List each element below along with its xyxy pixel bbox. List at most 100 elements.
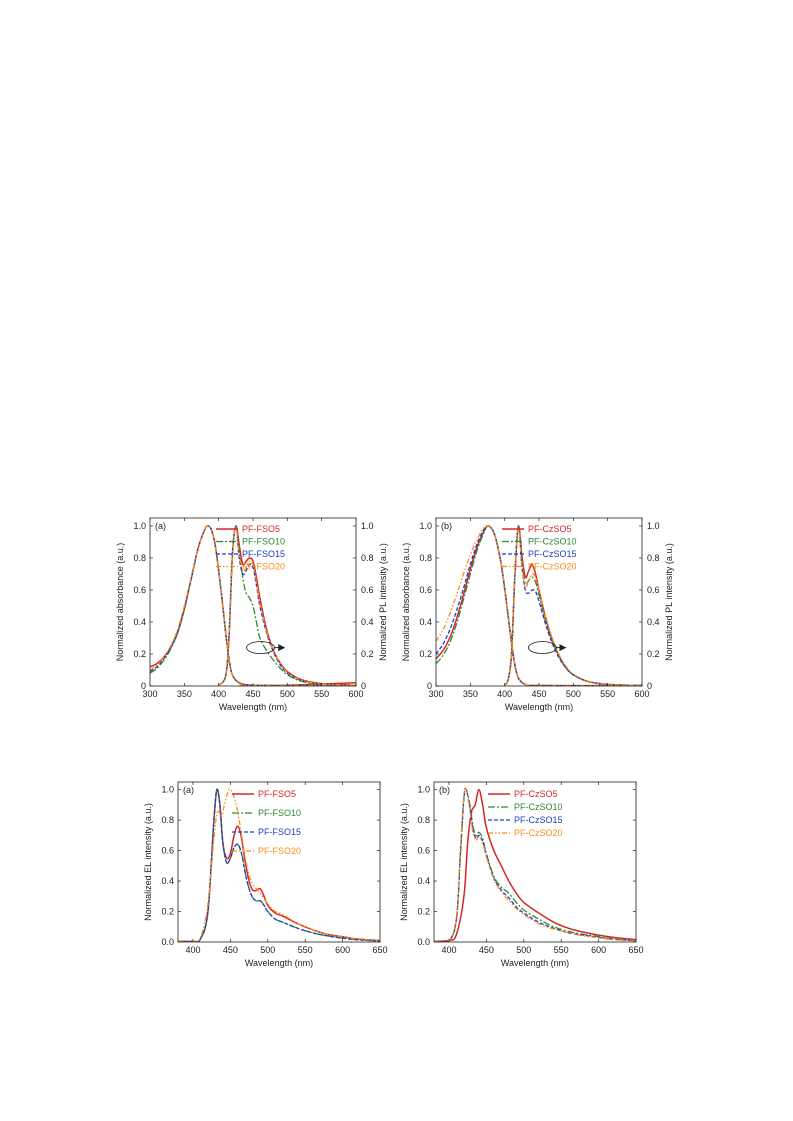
series-line [178,788,380,942]
legend-label: PF-CzSO20 [528,562,577,572]
x-tick-label: 450 [531,689,546,699]
legend-label: PF-FSO15 [258,827,301,837]
legend-label: PF-CzSO20 [514,828,563,838]
chart-svg: 400 450 500 550 600 650 0.0 0.2 0.4 0.6 0.8 1.0 Wave… [399,781,644,968]
series-line [504,525,642,686]
y2-axis-label: Normalized PL intensity (a.u.) [378,543,388,661]
y2-tick-label: 1.0 [361,521,374,531]
y-axis-label: Normalized EL intensity (a.u.) [143,803,153,921]
y-tick-label: 0.6 [161,846,174,856]
series-line [178,788,380,942]
y-axis-label: Normalized absorbance (a.u.) [115,543,125,662]
y2-tick-label: 0.8 [361,553,374,563]
series-line [436,525,642,686]
legend-label: PF-FSO15 [242,549,285,559]
y2-tick-label: 1.0 [647,521,660,531]
legend-label: PF-FSO20 [258,846,301,856]
x-tick-label: 600 [591,945,606,955]
legend-label: PF-FSO10 [258,808,301,818]
x-tick-label: 500 [566,689,581,699]
y-tick-label: 0.2 [417,907,430,917]
series-line [504,525,642,686]
chart-svg: 300 350 400 450 500 550 60000.20.40.60.81.000.… [401,517,674,712]
plot-frame [177,781,381,943]
y-tick-label: 1.0 [161,785,174,795]
legend-label: PF-FSO5 [242,524,280,534]
legend-label: PF-CzSO10 [528,537,577,547]
x-tick-label: 500 [280,689,295,699]
x-axis-label: Wavelength (nm) [245,958,313,968]
y-tick-label: 0.0 [161,937,174,947]
y2-tick-label: 0.2 [647,649,660,659]
series-line [436,525,642,686]
y-tick-label: 0.6 [133,585,146,595]
x-tick-label: 500 [516,945,531,955]
annotation-ellipse [527,641,557,655]
y-tick-label: 0.4 [133,617,146,627]
series-line [150,525,356,686]
chart-svg: 300 350 400 450 500 550 60000.20.40.60.81.000.… [115,517,388,712]
y-axis-label: Normalized EL intensity (a.u.) [399,803,409,921]
panel-label: (a) [155,521,166,531]
x-axis-label: Wavelength (nm) [501,958,569,968]
series-line [218,525,356,686]
annotation-ellipse [246,641,276,655]
x-axis-label: Wavelength (nm) [505,702,573,712]
series-line [504,525,642,686]
chart-absorption-pl-fso: 300 350 400 450 500 550 600 0 0.2 0.4 0.6 0.8 1.0 0 0.… [102,506,402,716]
chart-svg: 400 450 500 550 600 650 0.0 0.2 0.4 0.6 0.8 1.0 Wave… [143,781,388,968]
y2-tick-label: 0.6 [647,585,660,595]
x-tick-label: 350 [177,689,192,699]
annotation-arrowhead [278,644,286,652]
y-axis-label: Normalized absorbance (a.u.) [401,543,411,662]
x-tick-label: 550 [600,689,615,699]
y2-tick-label: 0.8 [647,553,660,563]
y2-tick-label: 0 [361,681,366,691]
x-tick-label: 400 [211,689,226,699]
y2-tick-label: 0.4 [647,617,660,627]
x-tick-label: 650 [372,945,387,955]
legend-label: PF-FSO10 [242,537,285,547]
y-tick-label: 0.6 [417,846,430,856]
legend-label: PF-FSO5 [258,789,296,799]
x-tick-label: 450 [479,945,494,955]
y2-tick-label: 0.4 [361,617,374,627]
plot-area [178,788,380,942]
y2-tick-label: 0.2 [361,649,374,659]
y-tick-label: 0.8 [417,815,430,825]
legend-label: PF-CzSO15 [528,549,577,559]
series-line [434,787,636,942]
panel-label: (b) [441,521,452,531]
x-tick-label: 300 [142,689,157,699]
annotation-arrowhead [559,644,567,652]
y-tick-label: 0.2 [133,649,146,659]
chart-el-fso: 400 450 500 550 600 650 0.0 0.2 0.4 0.6 0.8 1.0 Wave… [140,772,390,972]
legend-label: PF-CzSO15 [514,815,563,825]
y-tick-label: 0.0 [417,937,430,947]
y-tick-label: 0 [427,681,432,691]
plot-frame [433,781,637,943]
y-tick-label: 1.0 [419,521,432,531]
panel-label: (b) [439,785,450,795]
x-tick-label: 650 [628,945,643,955]
series-line [434,788,636,942]
plot-area [436,525,642,686]
y2-axis-label: Normalized PL intensity (a.u.) [664,543,674,661]
x-tick-label: 400 [185,945,200,955]
x-tick-label: 450 [245,689,260,699]
y-tick-label: 0.4 [417,876,430,886]
x-tick-label: 400 [497,689,512,699]
y-tick-label: 0.4 [419,617,432,627]
chart-el-czso: 400 450 500 550 600 650 0.0 0.2 0.4 0.6 0.8 1.0 Wave… [399,772,650,972]
plot-area [434,787,636,942]
y-tick-label: 0.6 [419,585,432,595]
y-tick-label: 0 [141,681,146,691]
y-tick-label: 1.0 [417,785,430,795]
x-tick-label: 600 [348,689,363,699]
panel-label: (a) [183,785,194,795]
plot-area [150,525,356,686]
x-tick-label: 600 [335,945,350,955]
x-tick-label: 500 [260,945,275,955]
x-axis-label: Wavelength (nm) [219,702,287,712]
y-tick-label: 0.4 [161,876,174,886]
